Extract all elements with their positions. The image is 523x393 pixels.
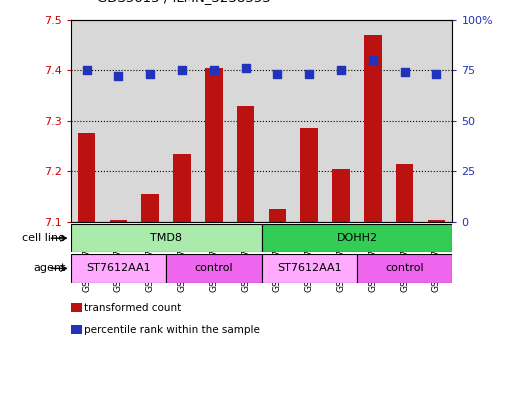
Point [114, 73, 122, 79]
Text: percentile rank within the sample: percentile rank within the sample [84, 325, 259, 335]
Text: control: control [385, 263, 424, 274]
Text: GDS5615 / ILMN_3238353: GDS5615 / ILMN_3238353 [97, 0, 270, 4]
Bar [237, 106, 254, 222]
Text: transformed count: transformed count [84, 303, 181, 313]
Point [146, 71, 154, 77]
Bar [134, 20, 166, 222]
Point [273, 71, 281, 77]
Bar [301, 129, 318, 222]
Text: cell line: cell line [22, 233, 65, 243]
Text: ST7612AA1: ST7612AA1 [277, 263, 342, 274]
Point [369, 57, 377, 63]
Point [242, 65, 250, 72]
Point [82, 67, 90, 73]
Bar [71, 224, 262, 252]
Bar [205, 68, 222, 222]
Text: TMD8: TMD8 [150, 233, 182, 243]
Bar [78, 134, 95, 222]
Bar [71, 254, 166, 283]
Bar [269, 209, 286, 222]
Bar [428, 220, 445, 222]
Point [401, 69, 409, 75]
Point [210, 67, 218, 73]
Bar [166, 254, 262, 283]
Text: agent: agent [33, 263, 65, 274]
Text: DOHH2: DOHH2 [336, 233, 378, 243]
Bar [293, 20, 325, 222]
Bar [230, 20, 262, 222]
Bar [198, 20, 230, 222]
Bar [396, 164, 413, 222]
Bar [325, 20, 357, 222]
Text: control: control [195, 263, 233, 274]
Bar [332, 169, 350, 222]
Bar [357, 20, 389, 222]
Bar [141, 194, 159, 222]
Bar [357, 254, 452, 283]
Text: ST7612AA1: ST7612AA1 [86, 263, 151, 274]
Point [433, 71, 441, 77]
Bar [166, 20, 198, 222]
Point [178, 67, 186, 73]
Point [337, 67, 345, 73]
Bar [103, 20, 134, 222]
Point [305, 71, 313, 77]
Bar [262, 224, 452, 252]
Bar [389, 20, 420, 222]
Bar [262, 254, 357, 283]
Bar [262, 20, 293, 222]
Bar [71, 20, 103, 222]
Bar [420, 20, 452, 222]
Bar [110, 220, 127, 222]
Bar [173, 154, 191, 222]
Bar [364, 35, 382, 222]
